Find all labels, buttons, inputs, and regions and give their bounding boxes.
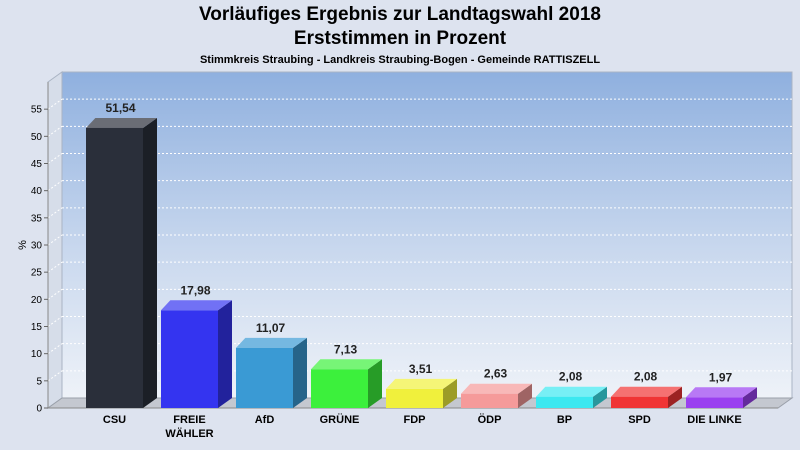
bar-side [593, 386, 607, 408]
x-tick-label: DIE LINKE [687, 414, 741, 426]
gridline-side [47, 234, 63, 246]
bar [611, 396, 668, 408]
gridline-side [47, 180, 63, 192]
bar-side [368, 359, 382, 408]
bar-top [161, 300, 232, 311]
x-tick-label: GRÜNE [320, 413, 360, 426]
x-tick-label: FREIE [173, 414, 205, 426]
bar [461, 393, 518, 408]
bar-side [293, 337, 307, 408]
bar [536, 396, 593, 408]
gridline-side [47, 261, 63, 273]
bar-side [743, 387, 757, 408]
data-label: 7,13 [334, 342, 358, 356]
data-label: 2,63 [484, 367, 508, 381]
bar-side [518, 383, 532, 408]
y-tick-label: 0 [36, 404, 42, 415]
data-label: 2,08 [634, 370, 658, 384]
bar-side [143, 117, 157, 408]
bar [161, 310, 218, 408]
data-label: 3,51 [409, 362, 433, 376]
y-tick-label: 40 [31, 186, 43, 197]
gridline-side [47, 125, 63, 137]
bar-top [311, 359, 382, 370]
gridline-side [47, 343, 63, 355]
bar-top [611, 386, 682, 397]
x-tick-label: BP [557, 414, 572, 426]
gridline-side [47, 316, 63, 327]
gridline-side [47, 207, 63, 219]
bar-side [443, 378, 457, 408]
bar [311, 369, 368, 408]
bar [386, 388, 443, 408]
bar [86, 127, 143, 408]
y-tick-label: 30 [31, 241, 43, 252]
x-tick-label: AfD [255, 414, 275, 426]
bar-side [668, 386, 682, 408]
x-tick-label: SPD [628, 414, 651, 426]
bar [236, 347, 293, 408]
x-tick-label: CSU [103, 414, 126, 426]
y-tick-label: 15 [31, 322, 43, 333]
bar-side [218, 300, 232, 408]
chart-subtitle-main: Erststimmen in Prozent [293, 28, 507, 49]
y-tick-label: 55 [31, 105, 43, 116]
bar-top [686, 387, 757, 398]
data-label: 1,97 [709, 370, 733, 384]
gridline-side [47, 370, 63, 382]
x-tick-label: FDP [404, 414, 426, 426]
y-tick-label: 35 [31, 213, 43, 224]
y-tick-label: 10 [31, 349, 43, 360]
gridline-side [47, 98, 63, 110]
bar-top [536, 386, 607, 397]
bar [686, 397, 743, 408]
data-label: 51,54 [105, 101, 135, 115]
bar-top [461, 383, 532, 394]
data-label: 17,98 [180, 283, 210, 297]
y-tick-label: 45 [31, 159, 43, 170]
bar-top [236, 337, 307, 348]
bar-top [86, 117, 157, 128]
data-label: 11,07 [256, 321, 286, 335]
gridline-side [47, 153, 63, 164]
y-axis-label: % [17, 240, 29, 250]
x-tick-label: WÄHLER [165, 427, 213, 440]
y-tick-label: 20 [31, 295, 43, 306]
gridline-side [47, 288, 63, 300]
y-tick-label: 50 [31, 132, 43, 143]
chart-subtitle: Stimmkreis Straubing - Landkreis Straubi… [199, 54, 601, 66]
x-tick-label: ÖDP [478, 413, 502, 426]
y-tick-label: 5 [36, 376, 42, 387]
data-label: 2,08 [559, 370, 583, 384]
bar-top [386, 378, 457, 389]
chart-title: Vorläufiges Ergebnis zur Landtagswahl 20… [199, 4, 601, 25]
y-tick-label: 25 [31, 268, 43, 279]
